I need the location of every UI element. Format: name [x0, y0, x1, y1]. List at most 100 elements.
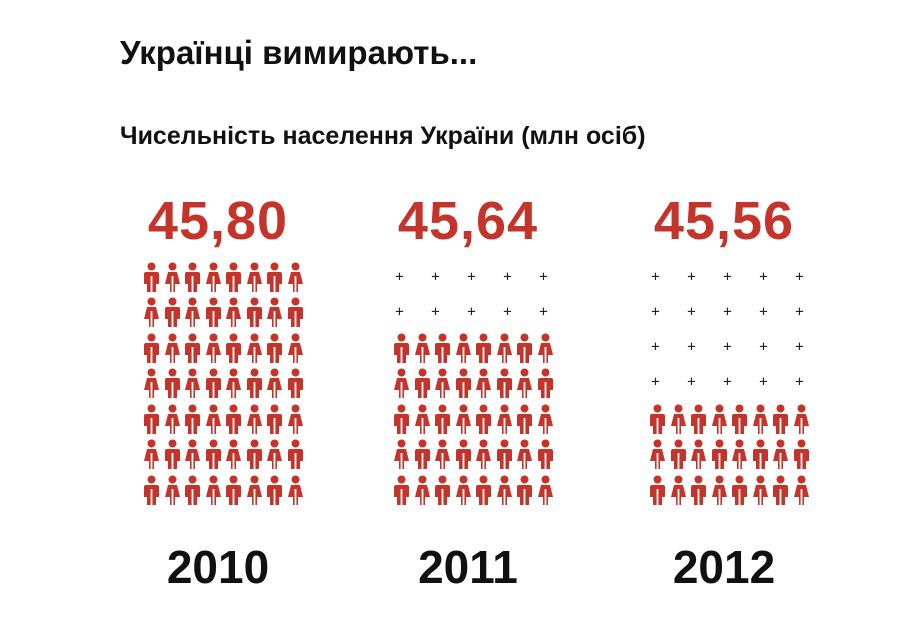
plus-icon: + [795, 339, 804, 355]
person-icon [454, 333, 473, 363]
person-icon [751, 475, 770, 505]
person-icon [474, 475, 493, 505]
plus-icon: + [723, 304, 732, 320]
person-icon [286, 404, 305, 434]
plus-icon: + [431, 269, 440, 285]
person-icon [751, 439, 770, 470]
person-icon [245, 368, 264, 399]
person-icon [245, 333, 264, 363]
person-icon [163, 475, 182, 505]
plus-icon: + [759, 304, 768, 320]
person-icon [163, 262, 182, 292]
page-title: Українці вимирають... [120, 34, 478, 71]
plus-icon: + [467, 269, 476, 285]
person-icon [163, 404, 182, 434]
person-icon [536, 333, 555, 363]
person-icon [224, 439, 243, 470]
person-icon [648, 475, 667, 505]
person-icon [183, 333, 202, 363]
person-icon [515, 333, 534, 363]
person-icon [183, 404, 202, 434]
person-icon [142, 333, 161, 363]
person-icon [224, 333, 243, 363]
year-label: 2010 [166, 541, 270, 593]
person-icon [286, 262, 305, 292]
person-icon [183, 475, 202, 505]
person-icon [265, 475, 284, 505]
person-icon [224, 475, 243, 505]
person-icon [392, 333, 411, 363]
person-icon [536, 404, 555, 434]
person-icon [771, 439, 790, 470]
person-icon [224, 262, 243, 292]
year-label: 2012 [672, 541, 776, 593]
person-icon [392, 439, 411, 470]
person-icon [204, 297, 223, 328]
value-label: 45,56 [653, 191, 795, 251]
plus-icon: + [759, 374, 768, 390]
person-icon [265, 404, 284, 434]
person-icon [163, 439, 182, 470]
plus-icon: + [723, 374, 732, 390]
person-icon [392, 368, 411, 399]
plus-icon: + [395, 304, 404, 320]
person-icon [495, 368, 514, 399]
person-icon [245, 404, 264, 434]
plus-icon: + [795, 374, 804, 390]
person-icon [689, 404, 708, 434]
person-icon [183, 439, 202, 470]
person-icon [648, 439, 667, 470]
person-icon [245, 439, 264, 470]
person-icon [433, 475, 452, 505]
plus-icon: + [503, 304, 512, 320]
person-icon [536, 475, 555, 505]
person-icon [771, 404, 790, 434]
person-icon [286, 368, 305, 399]
person-icon [710, 404, 729, 434]
plus-icon: + [723, 339, 732, 355]
person-icon [183, 262, 202, 292]
person-icon [413, 475, 432, 505]
person-icon [433, 404, 452, 434]
person-icon [265, 368, 284, 399]
person-icon [245, 475, 264, 505]
person-icon [286, 439, 305, 470]
person-icon [245, 297, 264, 328]
plus-icon: + [467, 304, 476, 320]
plus-icon: + [651, 269, 660, 285]
person-icon [454, 368, 473, 399]
person-icon [792, 475, 811, 505]
plus-icon: + [759, 339, 768, 355]
plus-icon: + [395, 269, 404, 285]
person-icon [286, 475, 305, 505]
plus-icon: + [795, 269, 804, 285]
person-icon [224, 404, 243, 434]
person-icon [474, 333, 493, 363]
column-2010: 45,80 2010 [128, 0, 308, 637]
person-icon [413, 368, 432, 399]
person-icon [204, 439, 223, 470]
plus-icon: + [651, 374, 660, 390]
person-icon [474, 439, 493, 470]
person-icon [515, 404, 534, 434]
person-icon [710, 475, 729, 505]
person-icon [265, 262, 284, 292]
person-icon [454, 439, 473, 470]
person-icon [515, 439, 534, 470]
plus-icon: + [503, 269, 512, 285]
person-icon [392, 404, 411, 434]
plus-icon: + [687, 304, 696, 320]
person-icon [163, 333, 182, 363]
person-icon [474, 404, 493, 434]
person-icon [730, 404, 749, 434]
person-icon [474, 368, 493, 399]
person-icon [648, 404, 667, 434]
person-icon [142, 297, 161, 328]
person-icon [142, 439, 161, 470]
person-icon [142, 404, 161, 434]
person-icon [751, 404, 770, 434]
person-icon [413, 333, 432, 363]
person-icon [204, 333, 223, 363]
person-icon [536, 368, 555, 399]
person-icon [265, 439, 284, 470]
